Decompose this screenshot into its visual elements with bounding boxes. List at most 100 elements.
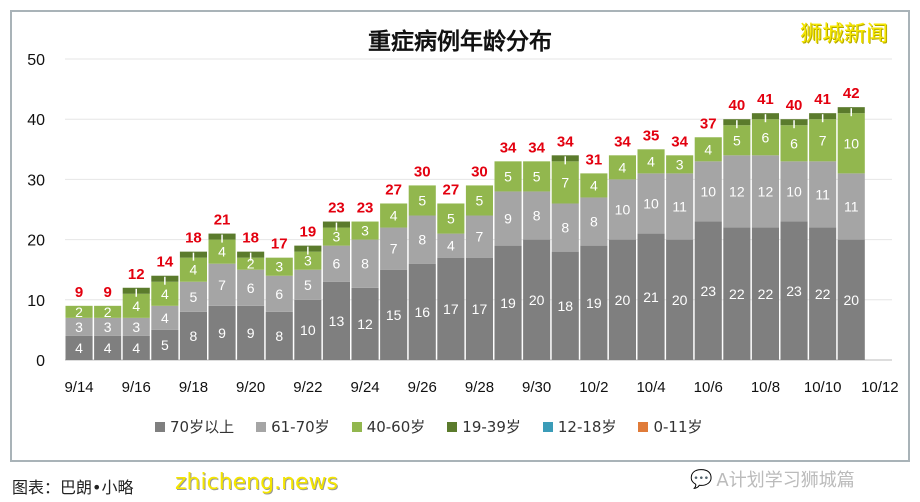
bar-segment: [666, 239, 694, 360]
x-tick-label: 10/4: [636, 379, 665, 396]
bar-segment: [837, 113, 865, 174]
segment-label: 7: [561, 174, 569, 190]
total-label: 30: [471, 163, 488, 180]
bar-segment: [637, 173, 665, 234]
x-tick-label: 9/18: [179, 379, 208, 396]
bar-segment: [179, 257, 207, 282]
bar-segment: [523, 161, 551, 192]
bar-segment: [265, 311, 293, 360]
bar-segment: [208, 305, 236, 360]
bar-segment: [523, 191, 551, 240]
bar-segment: [380, 269, 408, 360]
bar-segment: [494, 191, 522, 246]
segment-label: 16: [414, 304, 430, 320]
bar-segment: [94, 317, 122, 336]
total-label: 23: [357, 200, 374, 217]
legend-label: 0-11岁: [653, 418, 703, 436]
segment-label: 9: [247, 325, 255, 341]
bar-segment: [465, 257, 493, 360]
total-label: 18: [185, 230, 202, 247]
segment-label: 19: [500, 295, 516, 311]
y-tick-label: 30: [27, 172, 45, 189]
segment-label: 11: [815, 186, 830, 202]
bar-segment: [65, 335, 93, 360]
segment-label: 4: [190, 262, 198, 278]
bar-segment: [666, 173, 694, 240]
segment-label: 10: [615, 202, 631, 218]
bar-segment: [437, 233, 465, 258]
bar-segment: [380, 203, 408, 228]
segment-label: 8: [590, 214, 598, 230]
chart-legend: 70岁以上 61-70岁 40-60岁 19-39岁 12-18岁 0-11岁: [155, 416, 703, 437]
segment-label: 12: [758, 183, 774, 199]
bar-segment: [294, 299, 322, 360]
total-label: 40: [729, 97, 746, 114]
segment-label: 3: [361, 223, 369, 239]
segment-label: 4: [447, 238, 455, 254]
bar-segment: [151, 329, 179, 360]
segment-label: 20: [843, 292, 859, 308]
segment-label: 20: [615, 292, 631, 308]
x-tick-label: 9/14: [64, 379, 93, 396]
x-tick-label: 9/26: [408, 379, 437, 396]
segment-label: 20: [672, 292, 688, 308]
y-tick-label: 40: [27, 112, 45, 129]
segment-label: 9: [218, 325, 226, 341]
segment-label: 4: [647, 153, 655, 169]
legend-label: 70岁以上: [170, 418, 235, 436]
segment-label: 4: [390, 208, 398, 224]
segment-label: 6: [333, 256, 341, 272]
bar-segment: [837, 239, 865, 360]
x-tick-label: 9/28: [465, 379, 494, 396]
segment-label: 8: [533, 208, 541, 224]
bar-segment: [294, 269, 322, 300]
bar-segment: [666, 155, 694, 174]
bar-segment: [265, 275, 293, 312]
bar-segment: [322, 281, 350, 360]
bar-segment: [723, 155, 751, 228]
x-tick-label: 10/12: [861, 379, 899, 396]
segment-label: 17: [443, 301, 459, 317]
x-tick-label: 10/6: [694, 379, 723, 396]
segment-label: 6: [762, 129, 770, 145]
bar-segment: [523, 239, 551, 360]
segment-label: 23: [700, 283, 716, 299]
bar-segment: [122, 335, 150, 360]
total-label: 27: [443, 181, 460, 198]
total-label: 41: [757, 91, 774, 108]
total-label: 35: [643, 127, 660, 144]
segment-label: 4: [704, 141, 712, 157]
wechat-account-label: A计划学习狮城篇: [716, 470, 855, 491]
segment-label: 8: [275, 328, 283, 344]
bar-segment: [494, 245, 522, 360]
bar-segment: [208, 263, 236, 306]
bar-segment: [380, 227, 408, 270]
chart-credit: 图表：巴朗•小略: [12, 478, 134, 497]
bar-segment: [694, 221, 722, 360]
total-label: 19: [300, 224, 317, 241]
bar-segment: [780, 161, 808, 222]
segment-label: 5: [447, 211, 455, 227]
segment-label: 12: [729, 183, 745, 199]
segment-label: 6: [247, 280, 255, 296]
bar-segment: [608, 179, 636, 240]
bar-segment: [437, 257, 465, 360]
watermark-top: 狮城新闻: [800, 22, 889, 47]
segment-label: 7: [476, 229, 484, 245]
bar-segment: [151, 305, 179, 330]
segment-label: 9: [504, 211, 512, 227]
x-tick-label: 9/22: [293, 379, 322, 396]
segment-label: 20: [529, 292, 545, 308]
segment-label: 3: [275, 259, 283, 275]
bar-segment: [408, 185, 436, 216]
bar-segment: [809, 119, 837, 162]
legend-swatch: [542, 421, 553, 432]
legend-label: 61-70岁: [271, 418, 330, 436]
legend-swatch: [256, 421, 267, 432]
total-label: 30: [414, 163, 431, 180]
x-tick-label: 10/8: [751, 379, 780, 396]
bar-segment: [465, 215, 493, 258]
total-label: 41: [814, 91, 831, 108]
bar-segment: [237, 269, 265, 306]
